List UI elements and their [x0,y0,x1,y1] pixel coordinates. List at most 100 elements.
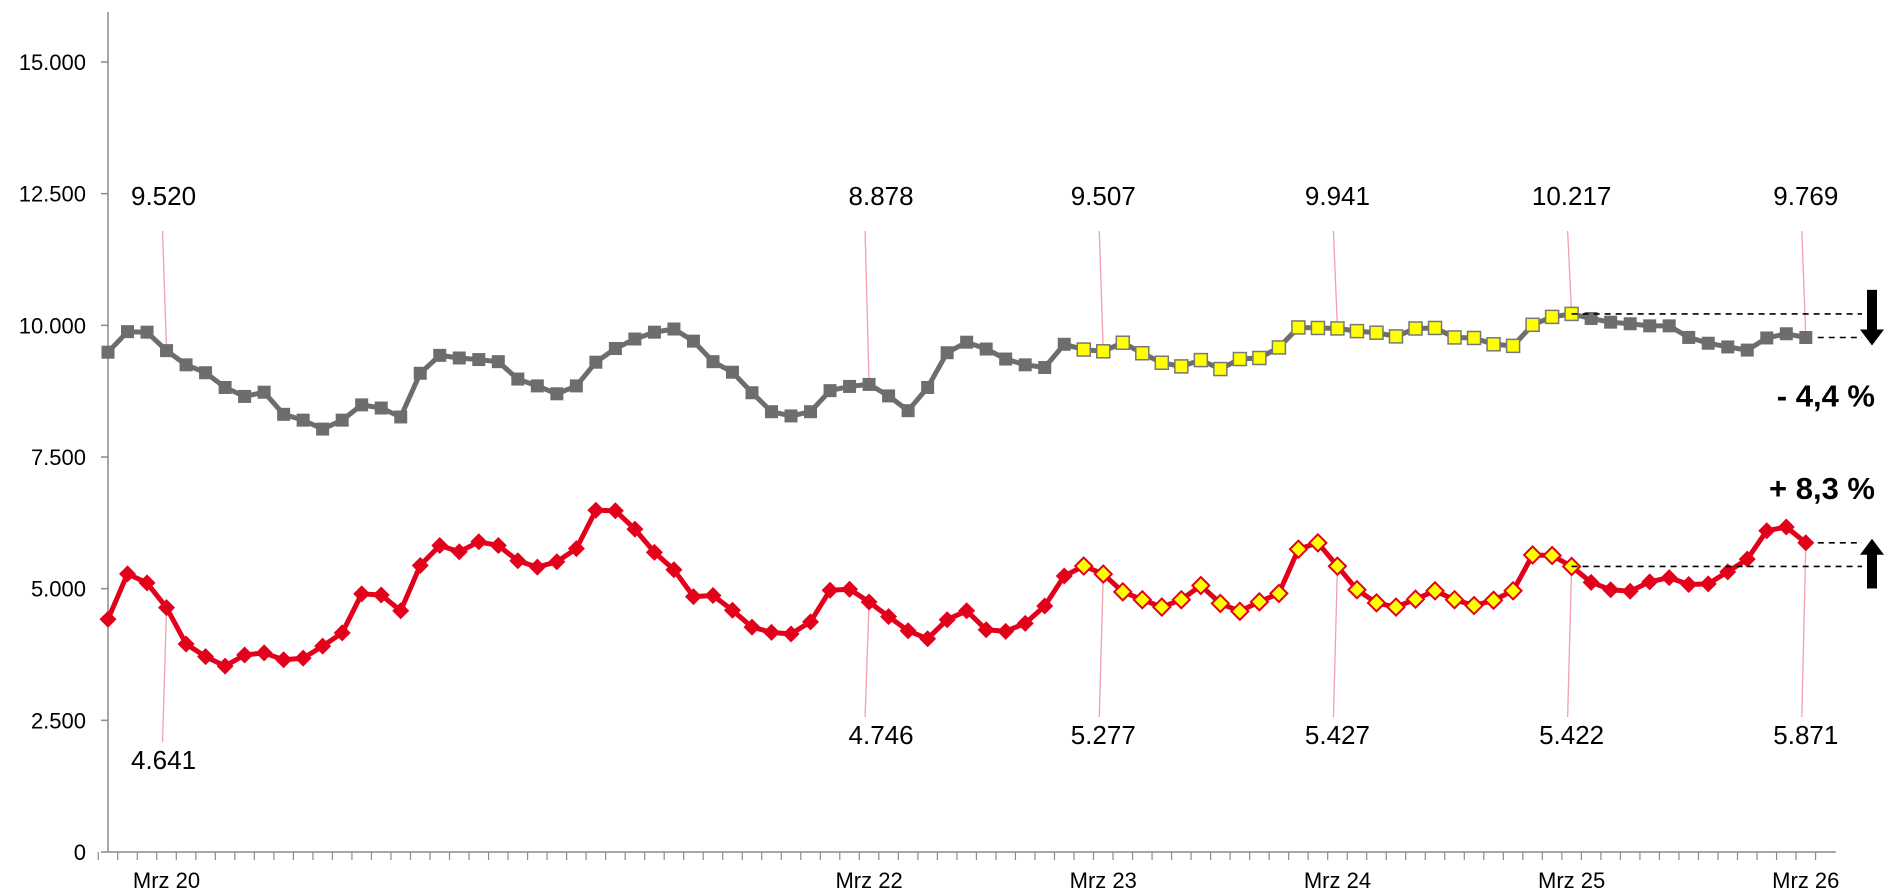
axes [97,12,1836,860]
data-point-red [372,586,390,604]
callout-label: 9.769 [1773,181,1838,211]
data-point-red [1093,564,1114,584]
data-point-red [782,625,800,643]
data-point-red [704,587,722,605]
data-point-gray [472,353,486,367]
data-point-gray [921,380,935,394]
data-point-gray [257,385,271,399]
data-point-red [1602,581,1620,599]
y-axis-tick-labels: 0 2.500 5.000 7.500 10.000 12.500 15.000 [19,50,86,865]
callout-leader-line [1801,230,1807,338]
data-point-gray [1682,330,1696,344]
callout-leader-line [1566,230,1573,314]
data-point-gray [1799,330,1813,344]
data-point-red [763,623,781,641]
y-tick-label: 5.000 [31,577,86,602]
data-point-gray [394,410,408,424]
data-point-gray [452,351,466,365]
series-markers [99,306,1815,675]
data-point-red [880,608,898,626]
callout-label: 9.941 [1305,181,1370,211]
callout-label: 5.427 [1305,720,1370,750]
data-point-red [841,580,859,598]
y-tick-label: 10.000 [19,313,86,338]
data-point-gray [628,332,642,346]
change-annotations: - 4,4 % + 8,3 % [1571,289,1884,589]
data-point-gray [608,342,622,356]
data-point-red [431,536,449,554]
y-tick-label: 7.500 [31,445,86,470]
data-point-red [958,602,976,620]
y-tick-label: 0 [74,840,86,865]
x-tick-label: Mrz 24 [1304,868,1371,893]
data-point-red [1366,592,1387,613]
x-tick-label: Mrz 20 [133,868,200,893]
data-point-red [626,520,644,538]
data-point-red [255,644,273,662]
data-point-red [1503,580,1523,601]
data-point-gray [1213,361,1228,377]
data-point-red [899,622,917,640]
data-point-gray [569,379,583,393]
data-point-red [1151,597,1172,618]
arrow-down-icon [1860,289,1884,346]
callout-leader-line [864,602,870,718]
callout-label: 4.746 [849,720,914,750]
data-point-red [1542,545,1563,566]
data-point-gray [121,325,135,339]
x-tick-label: Mrz 22 [835,868,902,893]
y-tick-label: 12.500 [19,182,86,207]
data-point-red [860,593,878,611]
data-point-red [548,553,566,571]
data-point-red [1268,583,1289,604]
data-point-red [1327,556,1348,577]
data-point-gray [1115,335,1131,350]
callout-leader-line [864,230,870,385]
data-point-red [1680,575,1698,593]
callout-label: 5.422 [1539,720,1604,750]
data-point-red [1621,582,1639,600]
data-point-red [1055,567,1073,585]
data-point-gray [550,387,564,401]
data-point-red [1386,597,1406,618]
data-point-red [1132,589,1153,610]
data-point-red [392,602,410,620]
data-point-gray [140,325,154,339]
data-point-gray [823,384,837,398]
callout-label: 10.217 [1532,181,1612,211]
data-point-red [294,649,312,667]
data-point-red [470,533,488,551]
data-point-gray [1232,351,1248,367]
data-point-gray [1427,320,1443,336]
data-point-gray [1505,338,1521,354]
data-point-gray [862,377,876,391]
data-point-red [1777,518,1795,536]
callout-leader-line [161,230,168,351]
callout-leader-line [1098,574,1104,718]
data-point-gray [1193,352,1209,368]
data-point-gray [843,379,857,393]
callout-label: 5.277 [1071,720,1136,750]
arrow-up-icon [1860,538,1884,589]
data-point-gray [530,379,544,393]
data-point-red [450,543,468,561]
data-point-red [528,558,546,576]
x-tick-label: Mrz 23 [1070,868,1137,893]
data-point-red [1425,580,1445,601]
data-point-gray [1466,330,1482,346]
data-point-gray [1740,343,1754,357]
data-point-gray [940,346,954,360]
data-point-red [1229,601,1250,622]
data-point-gray [511,372,525,386]
x-tick-label: Mrz 26 [1772,868,1839,893]
data-point-red [1210,593,1231,614]
data-point-red [645,543,663,561]
data-point-gray [589,355,603,369]
x-axis-tick-labels: Mrz 20 Mrz 22 Mrz 23 Mrz 24 Mrz 25 Mrz 26 [133,868,1840,893]
data-point-red [1036,597,1054,615]
data-point-gray [765,405,779,419]
data-point-gray [1388,329,1404,344]
data-point-red [509,552,527,570]
data-point-red [216,657,234,675]
